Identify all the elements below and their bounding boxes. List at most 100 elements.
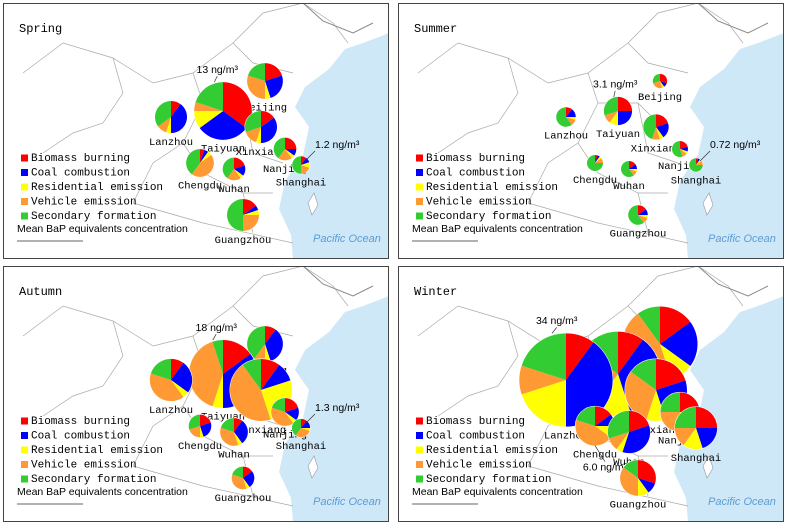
concentration-annotation: 0.72 ng/m³: [710, 139, 761, 151]
pie-slice: [608, 432, 629, 450]
pie-slice: [595, 406, 611, 426]
pie-slice: [200, 414, 211, 426]
pie-slice: [166, 117, 171, 133]
pie-slice: [291, 418, 301, 436]
pie-slice: [247, 326, 265, 359]
legend-swatch: [416, 475, 423, 483]
pie-slice: [200, 149, 209, 163]
pie-slice: [195, 82, 223, 111]
legend-caption: Mean BaP equivalents concentration: [412, 486, 583, 498]
pie-slice: [696, 406, 718, 428]
pie-slice: [660, 306, 691, 344]
pie-slice: [212, 340, 223, 374]
map-panel: Autumn Pacific Ocean Biomass burning Coal c…: [3, 266, 389, 522]
legend-label: Vehicle emission: [426, 196, 532, 208]
pie-slice: [301, 157, 310, 165]
pie-slice: [674, 406, 696, 428]
city-label: Wuhan: [218, 450, 250, 462]
pie-slice: [638, 478, 656, 493]
pie-slice: [245, 127, 261, 143]
pie-slice: [638, 460, 656, 484]
pie-slice: [271, 398, 285, 412]
annotation-leader: [212, 333, 217, 341]
pie-slice: [265, 81, 271, 99]
pie-slice: [603, 96, 618, 116]
pie-slice: [261, 111, 274, 127]
city-label: Shanghai: [276, 178, 326, 190]
pie-slice: [616, 432, 629, 453]
pie-slice: [220, 418, 234, 432]
legend-swatch: [416, 169, 423, 176]
pie-slice: [521, 380, 566, 427]
pie-slice: [696, 158, 699, 165]
pie-slice: [243, 205, 259, 215]
pie-slice: [271, 407, 294, 426]
pie-slice: [189, 426, 200, 438]
city-label: Xinxiang: [631, 143, 681, 155]
legend-swatch: [416, 154, 423, 162]
pie-slice: [595, 155, 600, 163]
pie-slice: [638, 205, 646, 215]
pie-slice: [622, 425, 651, 454]
city-label: Guangzhou: [610, 500, 667, 512]
pie-slice: [285, 407, 299, 421]
season-title: Spring: [19, 22, 62, 36]
pie-slice: [171, 362, 193, 393]
city-label: Beijing: [243, 103, 287, 115]
legend-swatch: [416, 417, 423, 425]
pie-slice: [285, 412, 297, 424]
legend-label: Residential emission: [31, 445, 163, 457]
legend-swatch: [416, 432, 423, 439]
legend-label: Biomass burning: [426, 153, 525, 165]
pie-slice: [566, 109, 576, 117]
pie-slice: [618, 111, 633, 126]
pie-slice: [256, 127, 261, 143]
pie-slice: [566, 333, 594, 380]
city-label: Lanzhou: [149, 405, 193, 417]
pie-slice: [660, 392, 680, 412]
legend-swatch: [416, 461, 423, 468]
pie-slice: [247, 63, 265, 81]
annotation-leader: [594, 445, 606, 462]
pie-slice: [595, 156, 602, 163]
legend-swatch: [21, 212, 28, 220]
legend-swatch: [416, 183, 423, 191]
pie-slice: [680, 141, 688, 149]
city-label: Guangzhou: [215, 493, 272, 505]
pie-slice: [660, 344, 691, 380]
concentration-annotation: 34 ng/m³: [536, 315, 578, 327]
pie-slice: [189, 341, 223, 407]
pie-slice: [556, 107, 572, 127]
pie-slice: [680, 149, 687, 157]
legend-label: Biomass burning: [426, 416, 525, 428]
city-label: Wuhan: [613, 181, 645, 193]
pie-slice: [301, 162, 310, 168]
pie-slice: [674, 428, 696, 446]
city-label: Beijing: [638, 92, 682, 104]
annotation-leader: [214, 76, 218, 83]
pie-slice: [652, 73, 660, 84]
ocean-label: Pacific Ocean: [708, 233, 776, 245]
legend-swatch: [21, 198, 28, 205]
city-label: Lanzhou: [149, 137, 193, 149]
pie-slice: [696, 428, 718, 449]
pie-slice: [199, 111, 247, 140]
city-label: Guangzhou: [610, 229, 667, 241]
pie-slice: [628, 205, 644, 225]
pie-slice: [683, 428, 703, 450]
pie-slice: [301, 420, 311, 428]
pie-slice: [186, 149, 200, 175]
annotation-leader: [304, 413, 316, 425]
pie-slice: [621, 161, 634, 177]
legend-swatch: [21, 154, 28, 162]
pie-slice: [285, 398, 299, 412]
pie-slice: [243, 199, 256, 215]
city-label: Lanzhou: [544, 131, 588, 143]
concentration-annotation: 1.2 ng/m³: [315, 139, 360, 151]
pie-slice: [261, 359, 280, 390]
legend-swatch: [416, 446, 423, 454]
legend-label: Secondary formation: [426, 474, 551, 486]
pie-slice: [620, 467, 638, 496]
pie-slice: [223, 82, 252, 128]
ocean-label: Pacific Ocean: [708, 496, 776, 508]
